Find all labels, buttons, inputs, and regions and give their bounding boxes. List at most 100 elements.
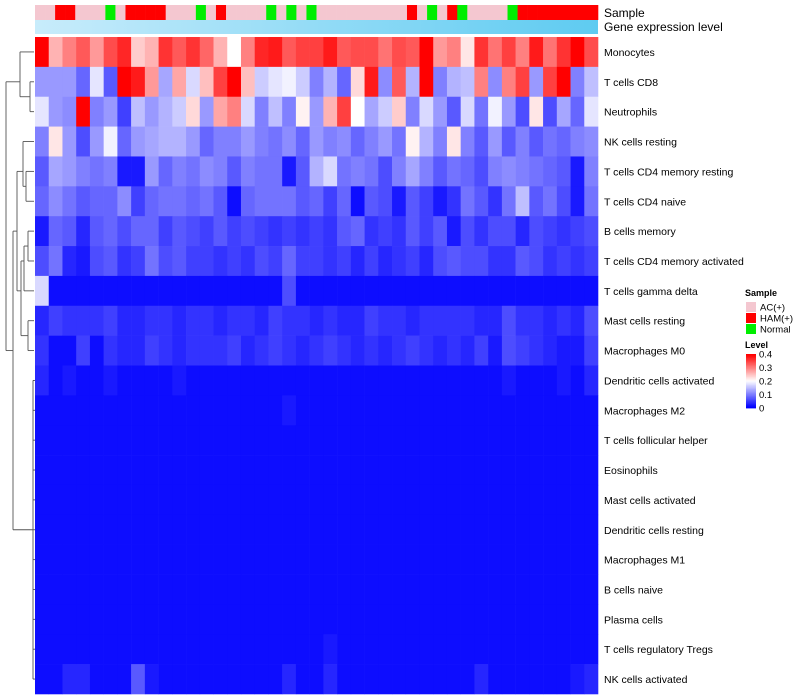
heatmap-cell — [89, 246, 104, 277]
heatmap-cell — [131, 246, 146, 277]
heatmap-cell — [117, 544, 132, 575]
colorbar-segment — [746, 363, 756, 366]
heatmap-cell — [186, 425, 201, 456]
heatmap-cell — [213, 216, 228, 247]
colorbar-segment — [746, 366, 756, 368]
heatmap-cell — [419, 126, 434, 157]
heatmap-cell — [254, 96, 269, 127]
heatmap-cell — [254, 305, 269, 336]
heatmap-cell — [556, 246, 571, 277]
heatmap-cell — [89, 96, 104, 127]
heatmap-cell — [446, 514, 461, 545]
heatmap-cell — [158, 455, 173, 486]
heatmap-cell — [419, 246, 434, 277]
colorbar-tick-label: 0.1 — [759, 390, 772, 401]
heatmap-cell — [268, 634, 283, 665]
heatmap-cell — [227, 156, 242, 187]
heatmap-cell — [158, 37, 173, 68]
heatmap-cell — [144, 66, 159, 98]
heatmap-cell — [323, 425, 338, 456]
sample-annotation-cell — [537, 5, 549, 20]
heatmap-cell — [117, 425, 132, 456]
heatmap-cell — [474, 634, 489, 665]
heatmap-cell — [76, 604, 91, 635]
heatmap-cell — [515, 395, 530, 426]
heatmap-cell — [364, 574, 379, 605]
heatmap-cell — [392, 544, 407, 575]
sample-annotation-cell — [527, 5, 538, 20]
heatmap-cell — [460, 246, 475, 277]
heatmap-cell — [89, 455, 104, 486]
heatmap-cell — [131, 156, 146, 187]
heatmap-cell — [556, 574, 571, 605]
heatmap-cell — [501, 544, 516, 575]
heatmap-cell — [501, 514, 516, 545]
heatmap-cell — [309, 604, 324, 635]
heatmap-cell — [76, 37, 91, 68]
heatmap-cell — [350, 455, 365, 486]
heatmap-cell — [419, 544, 434, 575]
colorbar-segment — [746, 395, 756, 398]
heatmap-cell — [392, 604, 407, 635]
heatmap-cell — [62, 604, 77, 635]
sample-track-label: Sample — [604, 6, 645, 20]
heatmap-cell — [131, 305, 146, 336]
heatmap-cell — [543, 514, 558, 545]
sample-annotation-cell — [507, 5, 518, 20]
sample-annotation-cell — [215, 5, 227, 20]
heatmap-cell — [543, 275, 558, 307]
sample-annotation-cell — [205, 5, 217, 20]
heatmap-cell — [446, 96, 461, 127]
heatmap-cell — [515, 544, 530, 575]
heatmap-cell — [172, 275, 187, 307]
heatmap-cell — [364, 664, 379, 695]
heatmap-cell — [529, 216, 544, 247]
heatmap-cell — [213, 305, 228, 336]
heatmap-cell — [117, 455, 132, 486]
heatmap-cell — [227, 365, 242, 396]
sample-annotation-cell — [356, 5, 368, 20]
heatmap-cell — [144, 335, 159, 366]
heatmap-cell — [103, 66, 118, 98]
heatmap-cell — [556, 604, 571, 635]
heatmap-cell — [186, 275, 201, 307]
heatmap-cell — [433, 305, 448, 336]
heatmap-cell — [89, 126, 104, 157]
heatmap-cell — [446, 335, 461, 366]
heatmap-cell — [103, 37, 118, 68]
heatmap-cell — [240, 395, 256, 426]
row-label: T cells CD4 memory resting — [604, 166, 733, 178]
heatmap-cell — [199, 395, 214, 426]
heatmap-cell — [172, 514, 187, 545]
heatmap-cell — [350, 365, 365, 396]
heatmap-cell — [62, 37, 77, 68]
heatmap-cell — [199, 455, 214, 486]
heatmap-cell — [323, 455, 338, 486]
heatmap-cell — [117, 574, 132, 605]
heatmap-cell — [529, 634, 544, 665]
heatmap-cell — [268, 604, 283, 635]
heatmap-cell — [35, 425, 50, 456]
heatmap-cell — [378, 66, 393, 98]
heatmap-cell — [584, 574, 599, 605]
heatmap-cell — [488, 425, 503, 456]
heatmap-cell — [419, 484, 434, 516]
row-label: NK cells activated — [604, 674, 688, 686]
heatmap-cell — [268, 664, 283, 695]
heatmap-cell — [556, 425, 571, 456]
heatmap-cell — [117, 395, 132, 426]
heatmap-cell — [186, 246, 201, 277]
heatmap-cell — [62, 96, 77, 127]
heatmap-cell — [405, 484, 420, 516]
row-label: T cells CD8 — [604, 77, 658, 89]
heatmap-cell — [117, 186, 132, 217]
heatmap-cell — [474, 574, 489, 605]
heatmap-cell — [323, 186, 338, 217]
heatmap-cell — [323, 275, 338, 307]
heatmap-cell — [433, 216, 448, 247]
sample-annotation-cell — [316, 5, 327, 20]
heatmap-cell — [131, 126, 146, 157]
heatmap-cell — [488, 634, 503, 665]
heatmap-cell — [158, 634, 173, 665]
heatmap-cell — [117, 246, 132, 277]
